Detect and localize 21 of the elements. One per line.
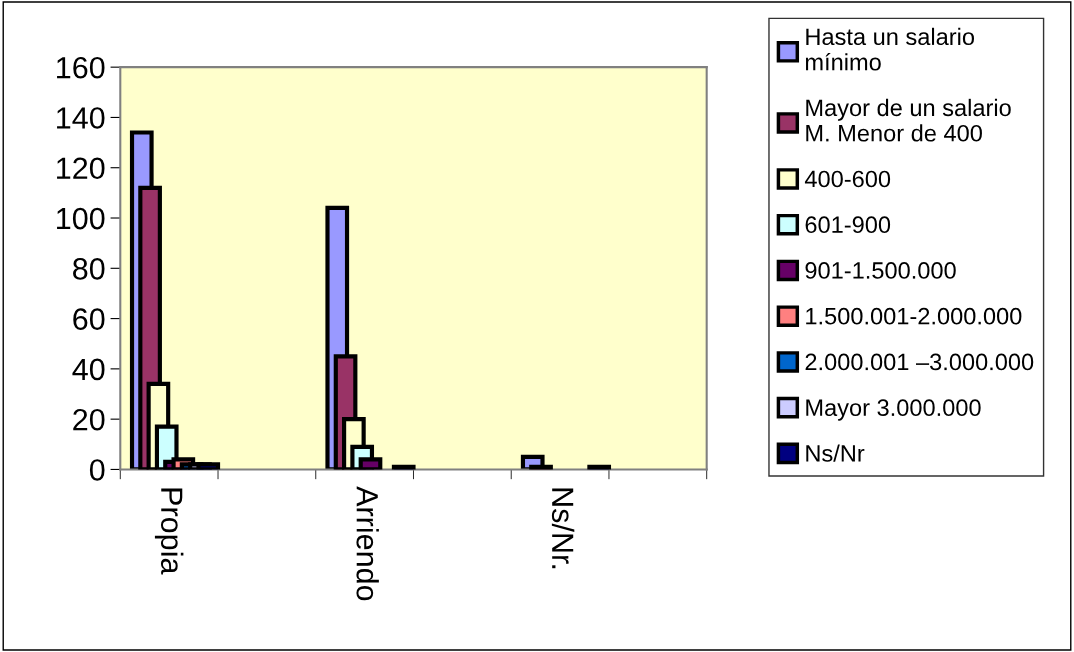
- legend-label: 400-600: [804, 170, 891, 188]
- y-tick-label: 60: [73, 308, 105, 330]
- y-tick-label: 140: [57, 107, 105, 129]
- y-tick-label: 80: [73, 258, 105, 280]
- y-tick-label: 20: [73, 408, 105, 431]
- x-tick-label: Ns/Nr.: [551, 488, 575, 569]
- y-tick-label: 0: [89, 459, 105, 481]
- legend-label: Mayor 3.000.000: [806, 399, 981, 421]
- y-tick-label: 40: [72, 358, 105, 381]
- legend-label: 1.500.001-2.000.000: [806, 307, 1022, 325]
- legend-label: 2.000.001 –3.000.000: [805, 353, 1034, 371]
- legend-label: 601-900: [805, 216, 891, 234]
- x-tick-label: Propia: [154, 488, 184, 575]
- y-tick-label: 120: [57, 157, 105, 180]
- x-tick-label: Arriendo: [356, 486, 379, 601]
- legend-label: Ns/Nr: [806, 444, 865, 462]
- y-tick-label: 160: [57, 56, 105, 79]
- legend-label: 901-1.500.000: [805, 262, 956, 279]
- y-tick-label: 100: [57, 207, 105, 230]
- legend-label: Mayor de un salario M. Menor de 400: [806, 98, 1011, 142]
- legend-label: Hasta un salario mínimo: [805, 27, 975, 71]
